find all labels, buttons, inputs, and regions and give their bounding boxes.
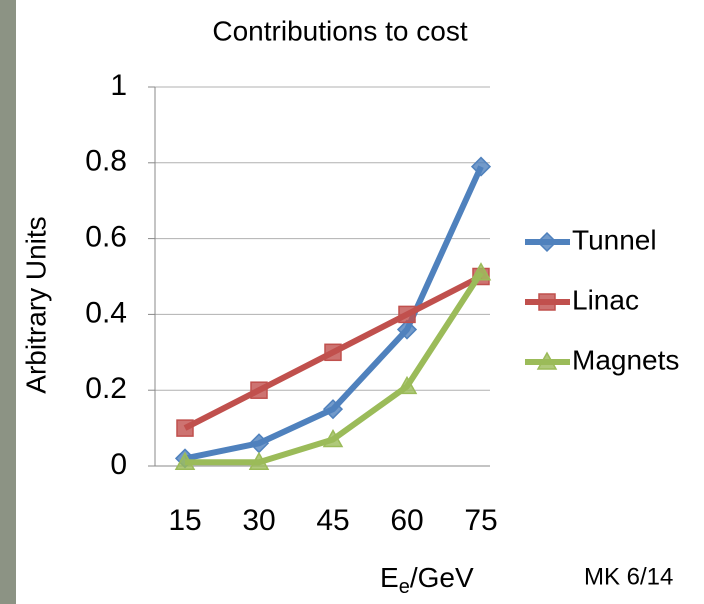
x-tick-label: 75 bbox=[464, 504, 497, 537]
y-tick-label: 0.6 bbox=[85, 221, 127, 254]
point bbox=[322, 399, 344, 420]
legend-label: Magnets bbox=[572, 344, 679, 375]
x-label-rest: /GeV bbox=[410, 562, 474, 593]
y-tick-label: 0 bbox=[110, 448, 127, 481]
point bbox=[322, 428, 344, 448]
y-tick-label: 1 bbox=[110, 69, 127, 102]
point bbox=[250, 381, 268, 399]
y-axis-label: Arbitrary Units bbox=[20, 216, 51, 393]
point bbox=[536, 231, 558, 253]
panel bbox=[16, 0, 704, 604]
x-tick-label: 30 bbox=[242, 504, 275, 537]
x-tick-label: 45 bbox=[316, 504, 349, 537]
x-label-main: E bbox=[380, 562, 399, 593]
point bbox=[470, 262, 492, 281]
point bbox=[470, 156, 492, 177]
point bbox=[536, 351, 558, 370]
point bbox=[324, 343, 342, 362]
x-tick-label: 60 bbox=[390, 504, 423, 537]
legend-label: Linac bbox=[572, 284, 639, 315]
x-tick-label: 15 bbox=[168, 504, 201, 537]
point bbox=[248, 451, 270, 470]
annotation: MK 6/14 bbox=[584, 563, 673, 590]
point bbox=[176, 419, 194, 437]
x-label-sub: e bbox=[399, 576, 410, 598]
chart-title: Contributions to cost bbox=[212, 15, 467, 46]
y-tick-label: 0.2 bbox=[85, 372, 127, 405]
legend-label: Tunnel bbox=[572, 224, 657, 255]
y-tick-label: 0.4 bbox=[85, 296, 127, 329]
y-tick-label: 0.8 bbox=[85, 145, 127, 178]
point bbox=[174, 451, 196, 470]
point bbox=[538, 293, 556, 311]
point bbox=[396, 319, 418, 340]
point bbox=[396, 375, 418, 395]
point bbox=[398, 305, 416, 324]
x-axis-label: Ee/GeV bbox=[380, 562, 474, 598]
